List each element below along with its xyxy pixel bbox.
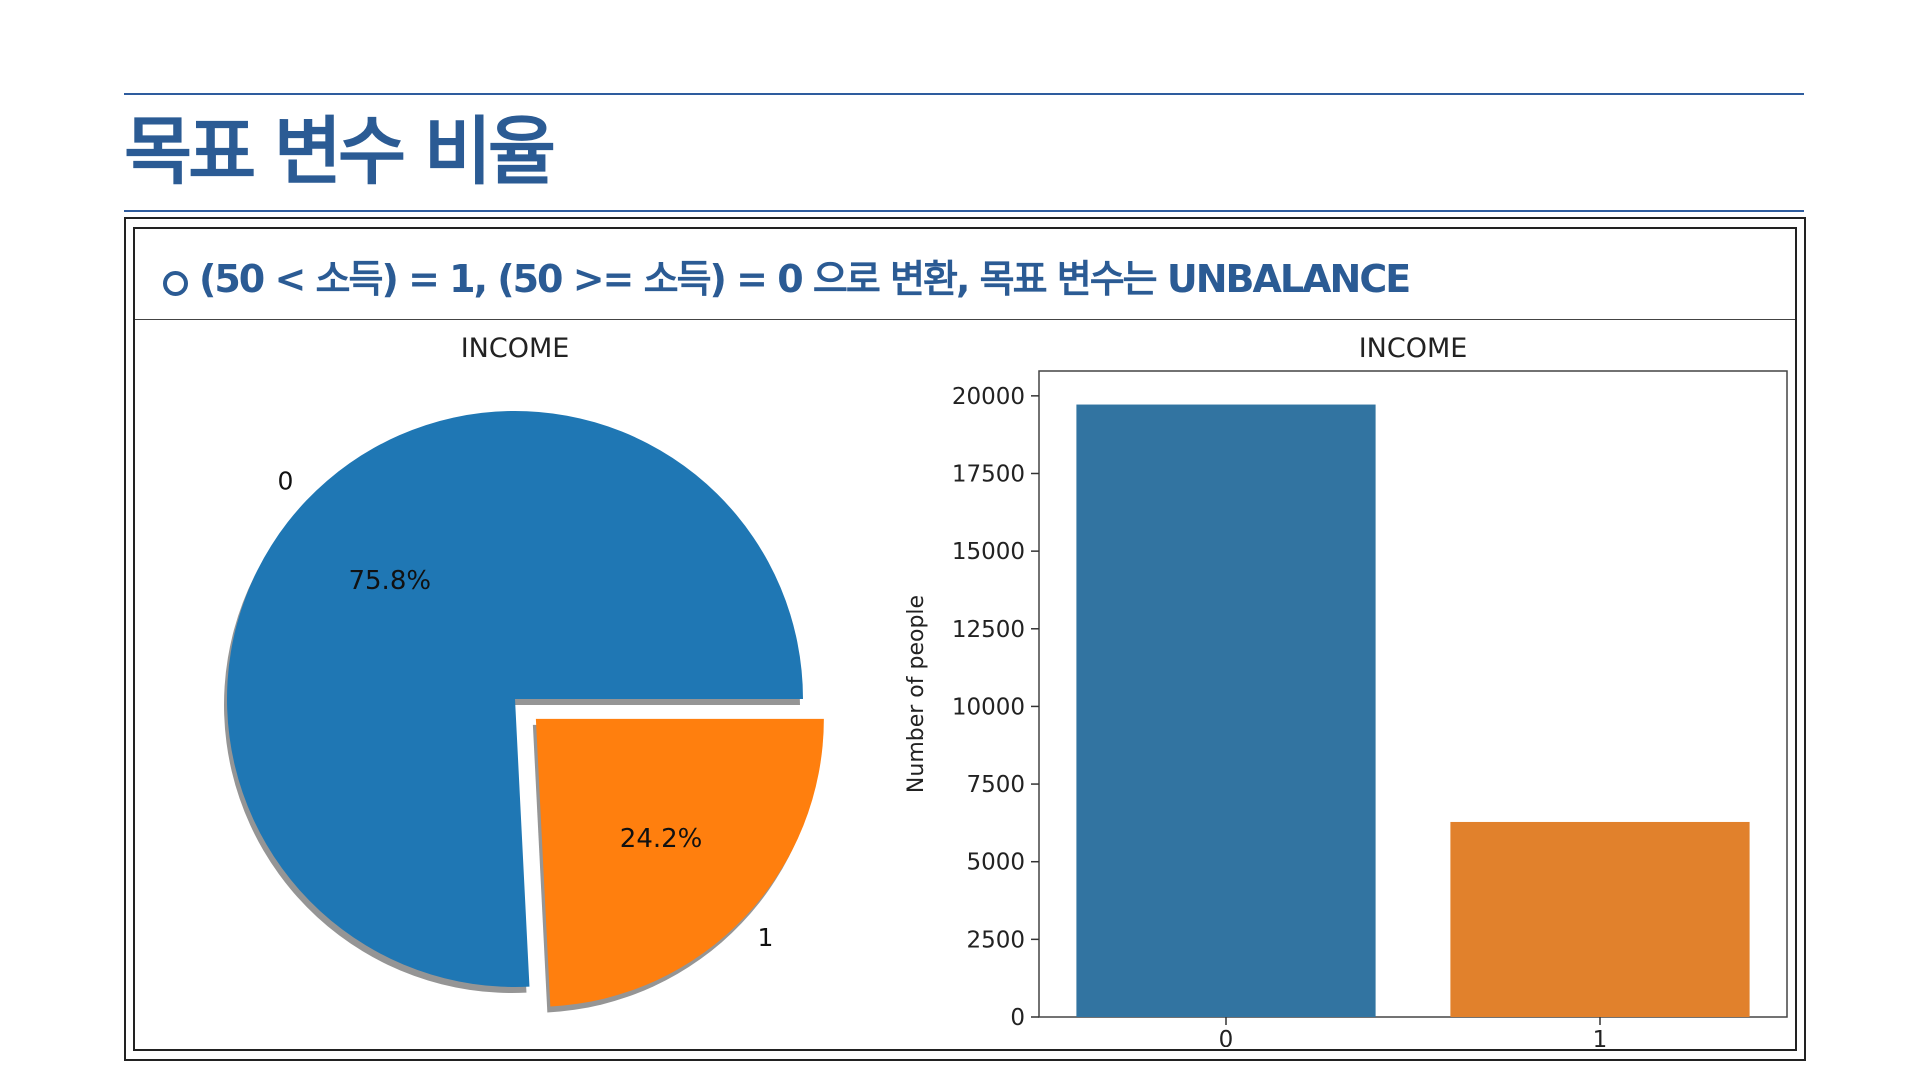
y-axis-label: Number of people	[904, 595, 929, 793]
content-frame-outer	[124, 217, 1806, 1061]
y-tick-label: 12500	[952, 617, 1025, 643]
y-tick-label: 17500	[952, 461, 1025, 487]
x-tick-label: 1	[1593, 1027, 1608, 1047]
pie-pct-label-0: 75.8%	[348, 566, 431, 596]
charts-area: INCOME 0 75.8% 1 24.2% INCOME 0 2500 5000 7500 100…	[133, 319, 1795, 1047]
pie-label-0: 0	[277, 467, 293, 496]
y-tick-label: 5000	[966, 850, 1025, 876]
y-tick-label: 20000	[952, 384, 1025, 410]
bullet-row: (50 < 소득) = 1, (50 >= 소득) = 0 으로 변환, 목표 …	[135, 229, 1795, 320]
y-tick-label: 10000	[952, 694, 1025, 720]
charts-svg: INCOME 0 75.8% 1 24.2% INCOME 0 2500 5000 7500 100…	[223, 333, 1788, 1047]
bar-1	[1450, 821, 1750, 1017]
pie-title: INCOME	[461, 333, 570, 364]
title-bottom-rule	[124, 210, 1804, 212]
bar-title: INCOME	[1359, 333, 1468, 364]
x-tick-label: 0	[1219, 1027, 1234, 1047]
circle-bullet-icon	[163, 271, 188, 296]
bar-plot-frame	[1038, 370, 1788, 1018]
pie-label-1: 1	[757, 923, 773, 952]
pie-slice-1	[535, 718, 824, 1007]
pie-slice-0	[226, 410, 803, 988]
slide-title: 목표 변수 비율	[124, 109, 556, 195]
bar-0	[1076, 404, 1376, 1017]
y-tick-label: 15000	[952, 539, 1025, 565]
y-tick-label: 7500	[966, 772, 1025, 798]
y-tick-label: 0	[1010, 1005, 1025, 1031]
pie-pct-label-1: 24.2%	[620, 824, 703, 854]
title-top-rule	[124, 93, 1804, 95]
y-tick-label: 2500	[966, 927, 1025, 953]
bullet-text: (50 < 소득) = 1, (50 >= 소득) = 0 으로 변환, 목표 …	[199, 257, 1411, 301]
